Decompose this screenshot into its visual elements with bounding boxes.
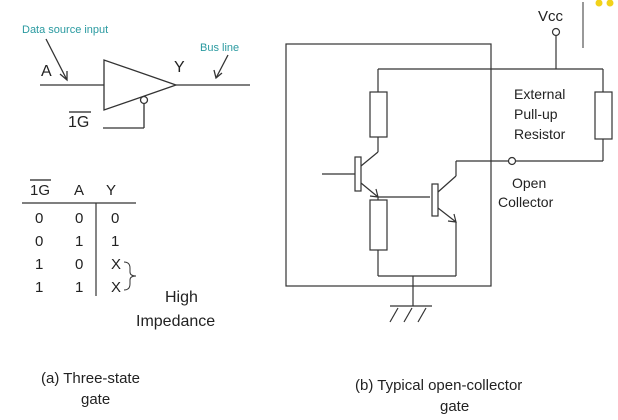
- ground-hatch: [403, 307, 413, 323]
- ground-hatch: [389, 307, 399, 323]
- truth-table: 1G A Y 0 0 0 0 1 1 1 0 X 1 1 X High Impe…: [22, 179, 215, 330]
- transistor-2-emitter: [437, 207, 457, 223]
- open-collector-gate: [285, 2, 613, 323]
- bus-line-arrow: [215, 54, 229, 79]
- external-resistor-icon: [594, 91, 613, 140]
- transistor-1-collector: [360, 151, 379, 167]
- table-cell: 0: [111, 210, 119, 227]
- open-collector-terminal-icon: [507, 156, 517, 166]
- table-row: 1 1 X: [35, 279, 121, 296]
- internal-resistor-bottom-icon: [369, 199, 388, 251]
- transistor-1-emitter: [360, 182, 379, 198]
- transistor-2-collector: [437, 175, 457, 193]
- data-source-arrowhead-icon: [59, 71, 68, 82]
- table-cell: 1: [111, 233, 119, 250]
- transistor-1-base-bar-icon: [354, 156, 362, 192]
- data-source-label: Data source input: [22, 24, 108, 36]
- vcc-label: Vcc: [538, 8, 564, 25]
- yellow-dot-icon: [606, 0, 614, 7]
- external-resistor-label-line1: External: [514, 86, 565, 102]
- transistor-2-base-bar-icon: [431, 183, 439, 217]
- caption-a-line1: (a) Three-state: [41, 370, 140, 387]
- table-cell: 1: [75, 233, 83, 250]
- table-row: 0 1 1: [35, 233, 119, 250]
- gate-enable-label: 1G: [68, 114, 89, 131]
- table-cell: 0: [75, 256, 83, 273]
- table-header-1g: 1G: [30, 182, 50, 199]
- gate-input-label: A: [41, 63, 52, 80]
- table-cell: 0: [35, 210, 43, 227]
- internal-resistor-top-icon: [369, 91, 388, 138]
- table-cell: 1: [75, 279, 83, 296]
- high-impedance-brace-icon: [123, 261, 137, 291]
- table-cell: X: [111, 256, 121, 273]
- table-cell: 1: [35, 279, 43, 296]
- table-cell: 0: [75, 210, 83, 227]
- caption-b-line1: (b) Typical open-collector: [355, 377, 522, 394]
- external-resistor-label-line2: Pull-up: [514, 106, 558, 122]
- vcc-terminal-icon: [551, 27, 561, 37]
- external-resistor-label-line3: Resistor: [514, 126, 566, 142]
- bus-line-label: Bus line: [200, 42, 239, 54]
- table-header-y: Y: [106, 182, 116, 199]
- high-impedance-label-line1: High: [165, 289, 198, 306]
- enable-bubble-icon: [139, 95, 149, 105]
- ground-hatch: [417, 307, 427, 323]
- high-impedance-label-line2: Impedance: [136, 313, 215, 330]
- caption-b-line2: gate: [440, 398, 469, 415]
- open-collector-label-line1: Open: [512, 175, 546, 191]
- open-collector-label-line2: Collector: [498, 194, 554, 210]
- bus-line-arrowhead-icon: [213, 69, 223, 80]
- table-row: 1 0 X: [35, 256, 121, 273]
- table-cell: X: [111, 279, 121, 296]
- caption-a-line2: gate: [81, 391, 110, 408]
- table-header-a: A: [74, 182, 84, 199]
- gate-output-label: Y: [174, 59, 185, 76]
- table-row: 0 0 0: [35, 210, 119, 227]
- buffer-triangle-icon: [103, 59, 178, 111]
- three-state-gate: [40, 38, 250, 129]
- yellow-dot-icon: [595, 0, 603, 7]
- data-source-arrow: [45, 38, 68, 81]
- table-cell: 0: [35, 233, 43, 250]
- ic-package-outline: [285, 43, 492, 287]
- table-cell: 1: [35, 256, 43, 273]
